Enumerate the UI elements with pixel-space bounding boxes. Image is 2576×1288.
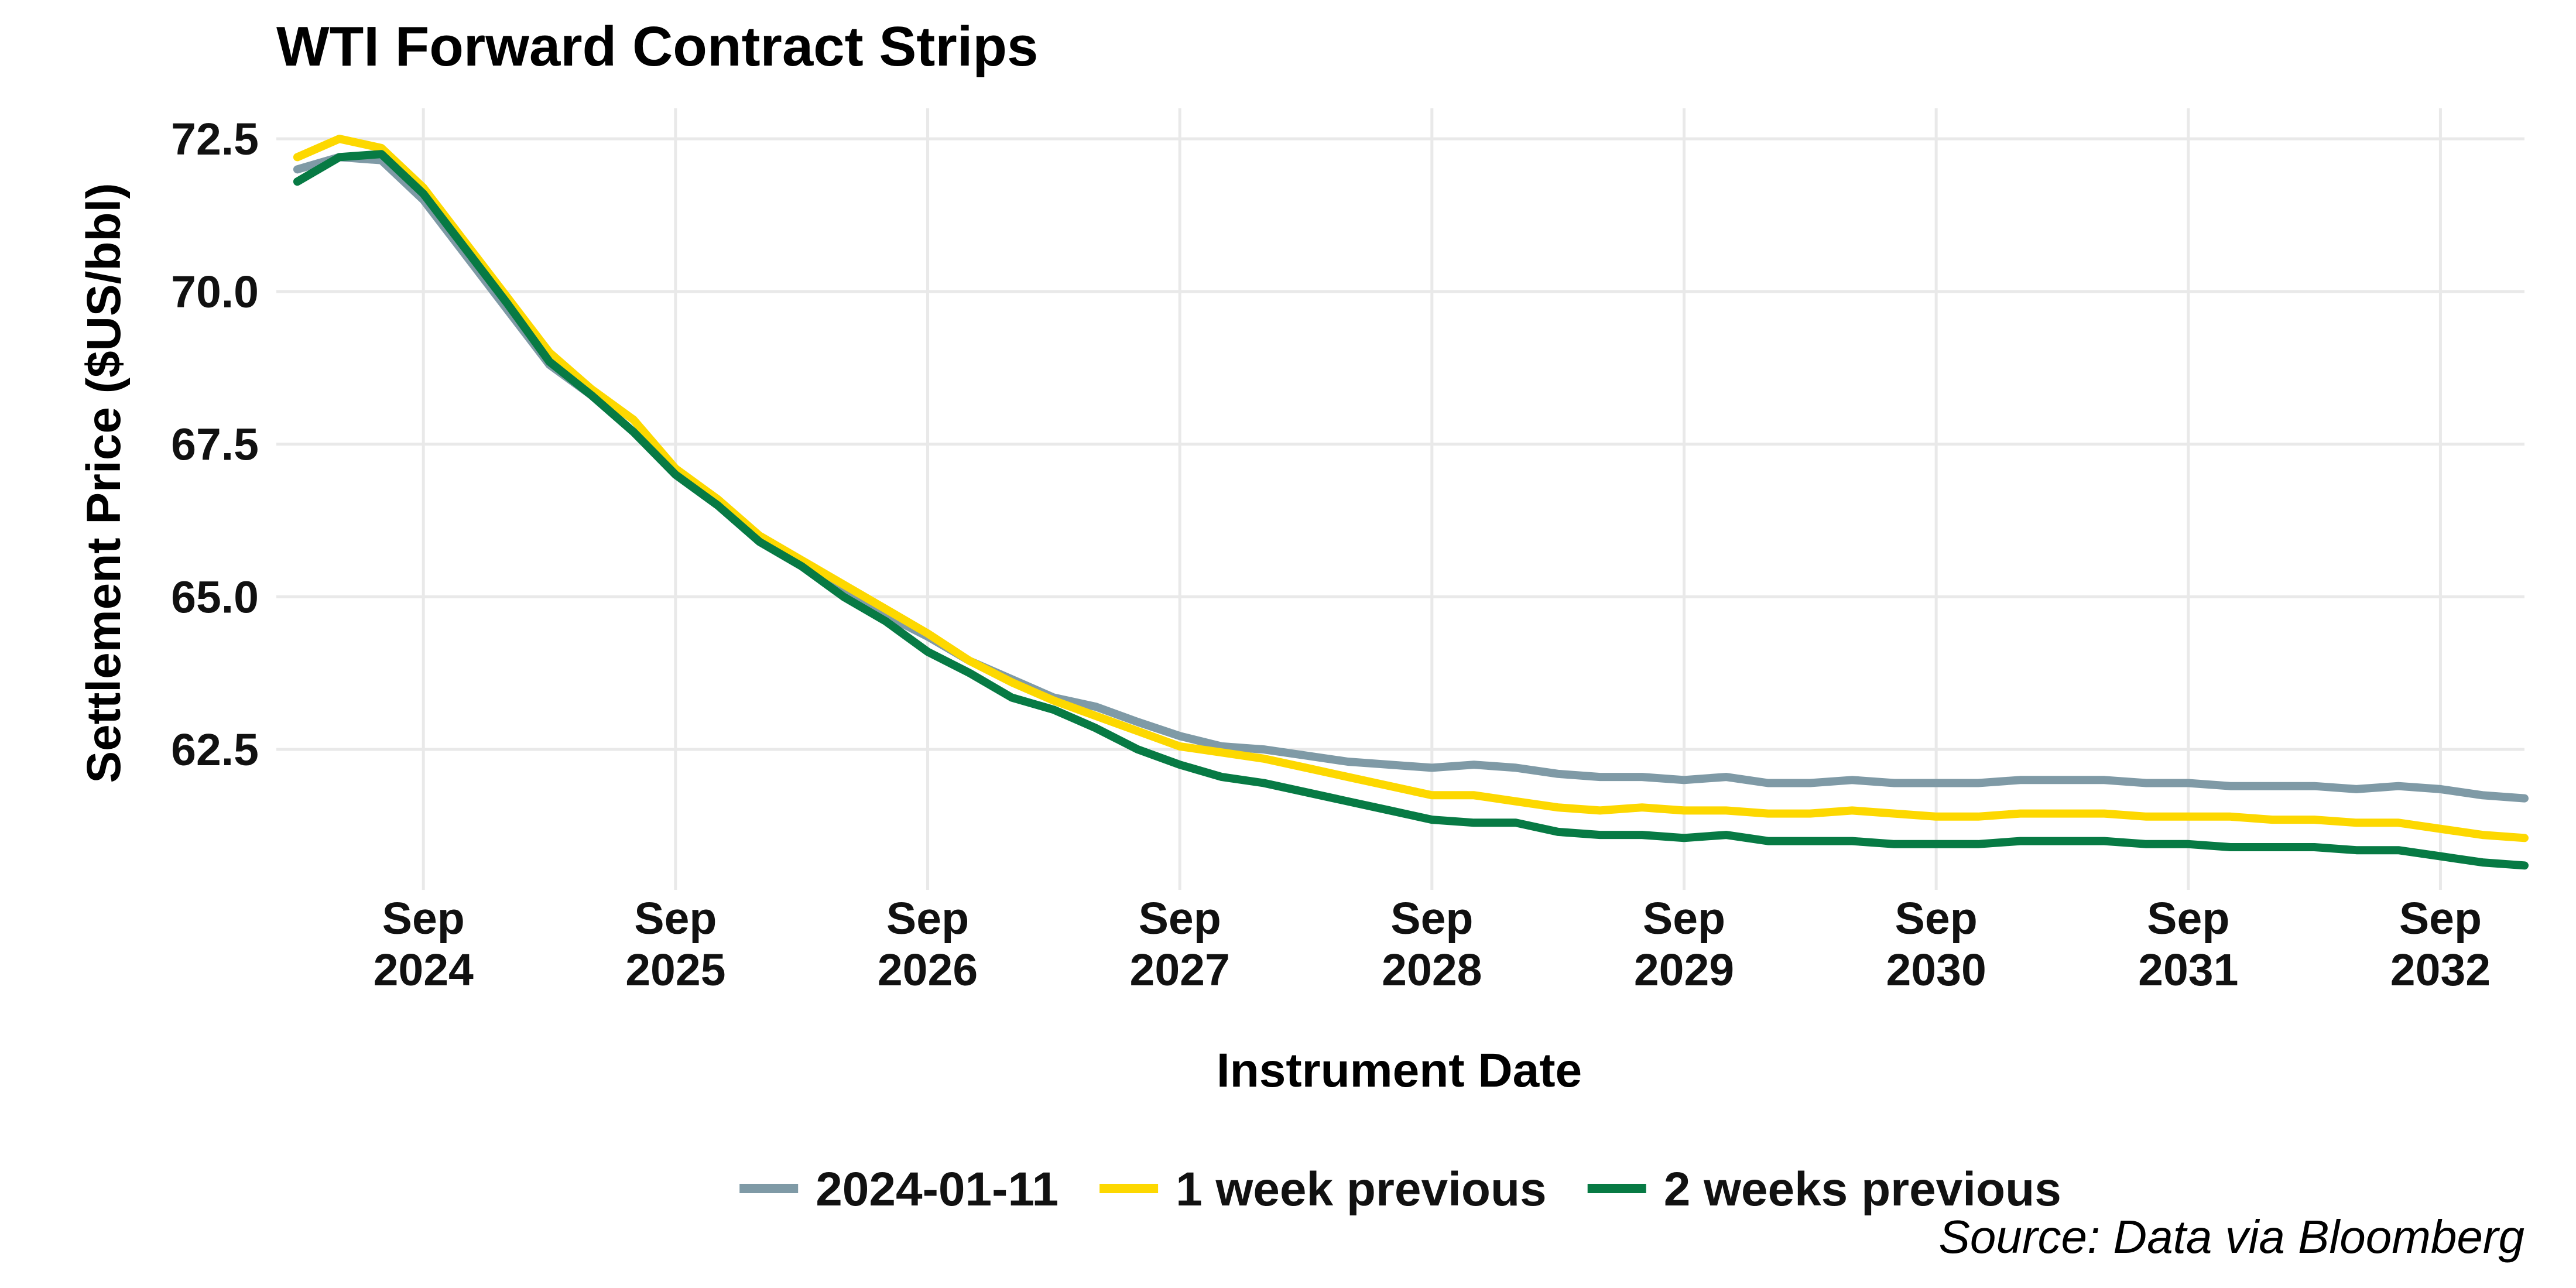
legend-item: 1 week previous	[1099, 1163, 1547, 1216]
series-line-1	[293, 153, 2529, 803]
y-axis-ticks: 62.5 65.0 67.5 70.0 72.5	[171, 114, 259, 775]
x-tick-label-year: 2026	[878, 945, 978, 995]
legend-label: 2024-01-11	[816, 1163, 1059, 1216]
x-axis-title: Instrument Date	[1217, 1044, 1582, 1097]
legend-item: 2 weeks previous	[1587, 1163, 2061, 1216]
x-tick-label-month: Sep	[2147, 893, 2229, 944]
x-tick-label-month: Sep	[2399, 893, 2482, 944]
y-axis-title: Settlement Price ($US/bbl)	[77, 183, 131, 783]
y-tick-label: 62.5	[171, 725, 259, 775]
legend-label: 2 weeks previous	[1664, 1163, 2061, 1216]
x-tick-label-month: Sep	[382, 893, 465, 944]
legend: 2024-01-11 1 week previous 2 weeks previou…	[739, 1163, 2061, 1216]
y-tick-label: 67.5	[171, 420, 259, 470]
x-tick-label-month: Sep	[1390, 893, 1473, 944]
x-axis-ticks: Sep2024Sep2025Sep2026Sep2027Sep2028Sep20…	[374, 893, 2491, 995]
legend-item: 2024-01-11	[739, 1163, 1059, 1216]
x-tick-label-year: 2024	[374, 945, 474, 995]
y-tick-label: 70.0	[171, 267, 259, 317]
x-tick-label-month: Sep	[886, 893, 969, 944]
x-tick-label-month: Sep	[1643, 893, 1725, 944]
series-line-2	[293, 135, 2529, 842]
x-tick-label-year: 2028	[1382, 945, 1482, 995]
x-tick-label-month: Sep	[1139, 893, 1221, 944]
x-tick-label-year: 2029	[1634, 945, 1734, 995]
x-tick-label-year: 2030	[1886, 945, 1986, 995]
x-tick-label-year: 2032	[2390, 945, 2491, 995]
x-tick-label-year: 2027	[1130, 945, 1230, 995]
series-lines	[293, 135, 2529, 870]
y-tick-label: 72.5	[171, 114, 259, 165]
x-tick-label-month: Sep	[1895, 893, 1978, 944]
x-tick-label-year: 2031	[2138, 945, 2238, 995]
x-tick-label-year: 2025	[625, 945, 725, 995]
legend-label: 1 week previous	[1176, 1163, 1547, 1216]
series-line-3	[293, 150, 2529, 870]
y-tick-label: 65.0	[171, 572, 259, 622]
x-tick-label-month: Sep	[634, 893, 717, 944]
source-caption: Source: Data via Bloomberg	[1938, 1211, 2524, 1263]
chart-title: WTI Forward Contract Strips	[276, 15, 1038, 78]
grid	[276, 108, 2524, 890]
